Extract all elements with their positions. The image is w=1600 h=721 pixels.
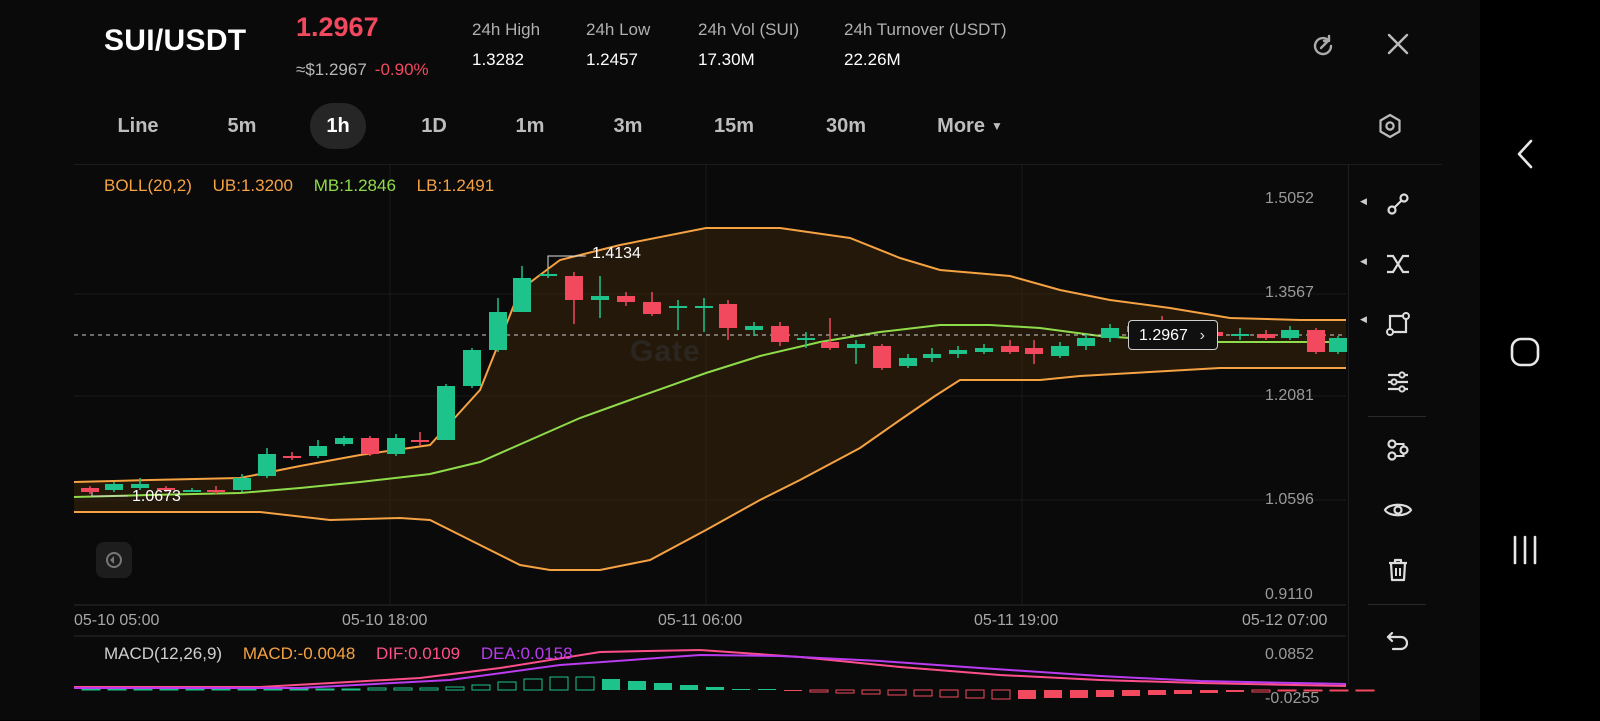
usd-price: ≈$1.2967 <box>296 60 367 79</box>
stat-value: 17.30M <box>698 50 755 69</box>
macd-value: MACD:-0.0048 <box>242 644 356 663</box>
sync-icon[interactable] <box>96 542 132 578</box>
last-price: 1.2967 <box>296 12 379 42</box>
boll-legend: BOLL(20,2) UB:1.3200 MB:1.2846 LB:1.2491 <box>104 176 510 196</box>
x-tick: 05-11 06:00 <box>658 612 743 629</box>
high-marker-label: 1.4134 <box>592 245 641 262</box>
eye-icon[interactable] <box>1378 490 1418 530</box>
boll-lb: LB:1.2491 <box>416 176 495 195</box>
macd-name: MACD(12,26,9) <box>104 644 223 663</box>
drawing-toolbar <box>1348 164 1443 684</box>
refresh-icon[interactable] <box>1307 30 1339 62</box>
expand-triangle-icon: ◀ <box>1360 314 1367 324</box>
stat-low: 24h Low 1.2457 <box>586 20 650 70</box>
tab-30m[interactable]: 30m <box>825 115 867 137</box>
back-icon[interactable] <box>1505 134 1545 174</box>
price-change: -0.90% <box>374 60 429 79</box>
tab-1h[interactable]: 1h <box>310 103 366 149</box>
price-sub: ≈$1.2967 -0.90% <box>296 60 429 80</box>
y-tick: 1.3567 <box>1265 284 1314 301</box>
boll-ub: UB:1.3200 <box>212 176 293 195</box>
nodes-icon[interactable] <box>1378 430 1418 470</box>
chevron-right-icon: › <box>1199 327 1205 344</box>
low-marker-label: 1.0673 <box>132 488 181 505</box>
current-price-label: 1.2967 <box>1139 327 1188 344</box>
dif-value: DIF:0.0109 <box>376 644 461 663</box>
home-icon[interactable] <box>1505 332 1545 372</box>
expand-triangle-icon: ◀ <box>1360 256 1367 266</box>
stat-value: 1.3282 <box>472 50 524 69</box>
expand-triangle-icon: ◀ <box>1360 196 1367 206</box>
settings-icon[interactable] <box>1374 110 1406 142</box>
tab-line[interactable]: Line <box>117 115 159 137</box>
tab-5m[interactable]: 5m <box>227 115 257 137</box>
toolbar-divider <box>1368 416 1426 417</box>
y-tick: 0.9110 <box>1265 586 1313 603</box>
x-tick: 05-11 19:00 <box>974 612 1059 629</box>
close-icon[interactable] <box>1382 28 1414 60</box>
x-tick: 05-12 07:00 <box>1242 612 1328 629</box>
connect-icon[interactable] <box>1378 184 1418 224</box>
x-tick: 05-10 18:00 <box>342 612 428 629</box>
macd-tick: -0.0255 <box>1265 690 1320 707</box>
x-tick: 05-10 05:00 <box>74 612 160 629</box>
tab-15m[interactable]: 15m <box>713 115 755 137</box>
caret-down-icon: ▼ <box>990 119 1003 133</box>
current-price-tag[interactable]: 1.2967 › <box>1128 320 1218 350</box>
dea-value: DEA:0.0158 <box>480 644 573 663</box>
sliders-icon[interactable] <box>1378 362 1418 402</box>
toolbar-divider <box>1368 604 1426 605</box>
stat-value: 1.2457 <box>586 50 638 69</box>
stat-label: 24h Turnover (USDT) <box>844 20 1007 39</box>
boll-mb: MB:1.2846 <box>313 176 396 195</box>
cross-line-icon[interactable] <box>1378 244 1418 284</box>
tab-1d[interactable]: 1D <box>421 115 447 137</box>
tab-3m[interactable]: 3m <box>613 115 643 137</box>
tab-1m[interactable]: 1m <box>515 115 545 137</box>
stat-value: 22.26M <box>844 50 901 69</box>
stat-high: 24h High 1.3282 <box>472 20 540 70</box>
stat-label: 24h Low <box>586 20 651 39</box>
y-tick: 1.0596 <box>1265 491 1314 508</box>
stat-label: 24h High <box>472 20 541 39</box>
trash-icon[interactable] <box>1378 550 1418 590</box>
macd-legend: MACD(12,26,9) MACD:-0.0048 DIF:0.0109 DE… <box>104 644 589 664</box>
y-tick: 1.5052 <box>1265 190 1314 207</box>
undo-icon[interactable] <box>1378 620 1418 660</box>
tab-more[interactable]: More ▼ <box>920 103 1020 149</box>
stat-volume: 24h Vol (SUI) 17.30M <box>698 20 799 70</box>
chart-area[interactable] <box>74 164 1442 721</box>
stat-turnover: 24h Turnover (USDT) 22.26M <box>844 20 1007 70</box>
tab-more-label: More <box>937 115 985 137</box>
stat-label: 24h Vol (SUI) <box>698 20 800 39</box>
pair-title: SUI/USDT <box>104 24 247 57</box>
watermark-logo: Gate <box>630 335 701 368</box>
y-tick: 1.2081 <box>1265 387 1314 404</box>
recents-icon[interactable] <box>1505 530 1545 570</box>
boll-name: BOLL(20,2) <box>104 176 192 195</box>
macd-tick: 0.0852 <box>1265 646 1314 663</box>
shape-icon[interactable] <box>1378 304 1418 344</box>
